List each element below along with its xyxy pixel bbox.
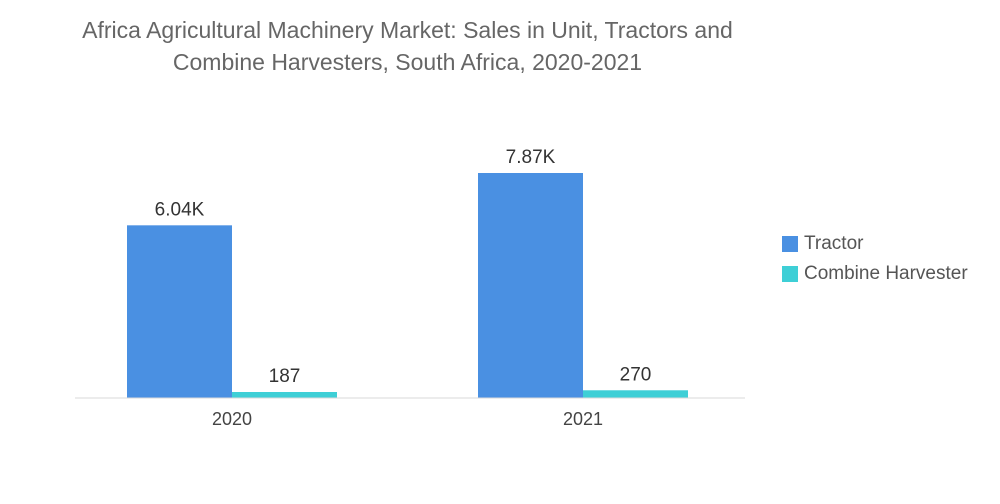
data-label-combine-harvester-2020: 187	[269, 366, 301, 387]
legend-swatch-tractor	[782, 236, 798, 252]
chart-title-line-1: Africa Agricultural Machinery Market: Sa…	[82, 17, 733, 43]
legend-swatch-combine-harvester	[782, 266, 798, 282]
chart-title: Africa Agricultural Machinery Market: Sa…	[0, 14, 815, 78]
x-tick-label-2020: 2020	[212, 409, 252, 429]
x-tick-label-2021: 2021	[563, 409, 603, 429]
data-label-combine-harvester-2021: 270	[620, 364, 652, 385]
legend-item-tractor: Tractor	[782, 229, 968, 259]
bar-combine-harvester-2020	[232, 392, 337, 398]
data-label-tractor-2020: 6.04K	[155, 199, 205, 220]
legend-item-combine-harvester: Combine Harvester	[782, 259, 968, 289]
bar-combine-harvester-2021	[583, 390, 688, 398]
bars-layer: 6.04K 187 2020 7.87K 270 2021	[127, 147, 688, 429]
legend: Tractor Combine Harvester	[782, 229, 968, 289]
chart-title-line-2: Combine Harvesters, South Africa, 2020-2…	[172, 49, 643, 75]
bar-tractor-2020	[127, 225, 232, 398]
data-label-tractor-2021: 7.87K	[506, 147, 556, 168]
legend-label-combine-harvester: Combine Harvester	[804, 263, 968, 284]
legend-label-tractor: Tractor	[804, 233, 864, 254]
bar-tractor-2021	[478, 173, 583, 398]
